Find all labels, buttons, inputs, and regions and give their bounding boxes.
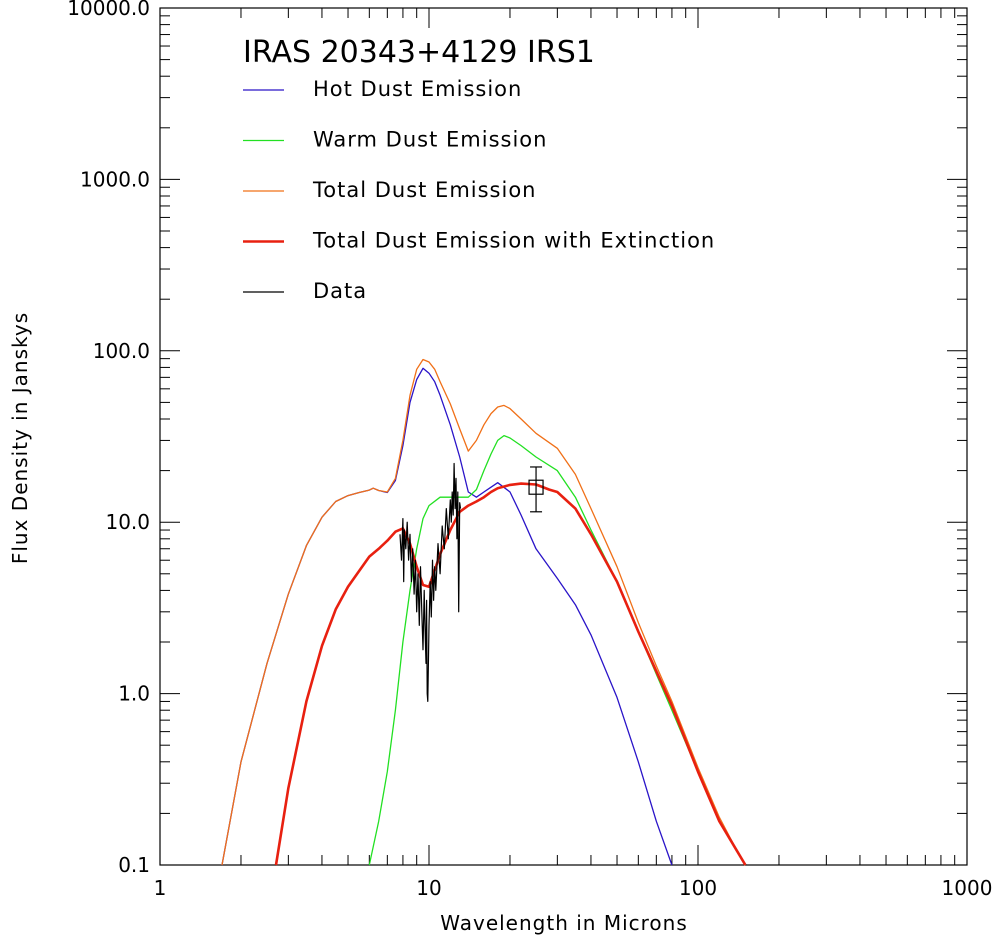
x-tick-label: 10: [416, 876, 441, 900]
data-points: [528, 466, 544, 513]
y-tick-label: 10.0: [105, 510, 150, 534]
y-axis-title: Flux Density in Janskys: [8, 312, 32, 564]
x-tick-label: 100: [679, 876, 717, 900]
chart-title: IRAS 20343+4129 IRS1: [243, 35, 595, 70]
y-tick-label: 100.0: [93, 339, 150, 363]
x-tick-label: 1: [154, 876, 167, 900]
data-point-square: [528, 479, 544, 495]
x-axis-title: Wavelength in Microns: [440, 911, 688, 935]
y-tick-label: 1.0: [118, 682, 150, 706]
legend-label: Warm Dust Emission: [313, 128, 547, 152]
y-tick-label: 10000.0: [67, 0, 150, 20]
series-line: [274, 482, 747, 866]
legend-label: Total Dust Emission: [312, 178, 536, 202]
series-line: [221, 367, 673, 866]
x-tick-label: 1000: [942, 876, 993, 900]
axis-tick-labels: 1 10 100 1000 0.1 1.0 10.0 100.0 1000.0 10000.0: [67, 0, 992, 900]
axis-ticks: [159, 8, 967, 866]
data-series: [221, 358, 747, 866]
y-tick-label: 1000.0: [80, 167, 150, 191]
y-tick-label: 0.1: [118, 853, 150, 877]
series-line: [221, 358, 746, 866]
series-line: [399, 462, 462, 702]
legend-label: Total Dust Emission with Extinction: [312, 229, 715, 253]
legend: Hot Dust Emission Warm Dust Emission Total…: [243, 77, 715, 303]
legend-label: Hot Dust Emission: [313, 77, 522, 101]
plot-frame: [159, 7, 968, 866]
legend-label: Data: [313, 279, 367, 303]
